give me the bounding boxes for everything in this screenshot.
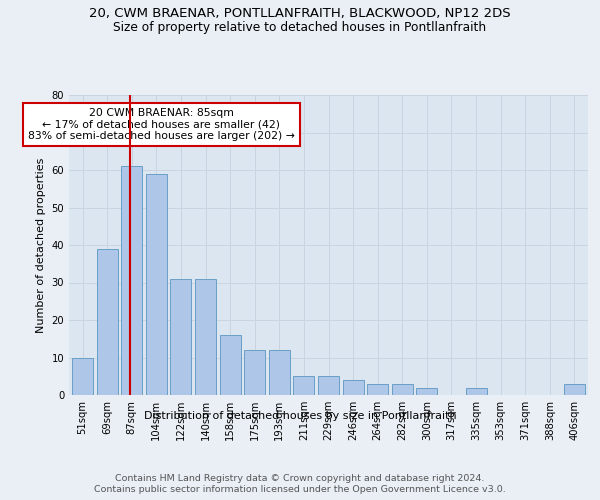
Bar [146, 174, 167, 395]
Bar [97, 249, 118, 395]
Bar [269, 350, 290, 395]
Y-axis label: Number of detached properties: Number of detached properties [36, 158, 46, 332]
Bar [392, 384, 413, 395]
Bar [293, 376, 314, 395]
Bar [220, 335, 241, 395]
Text: Contains public sector information licensed under the Open Government Licence v3: Contains public sector information licen… [94, 485, 506, 494]
Bar [416, 388, 437, 395]
Bar [367, 384, 388, 395]
Bar [121, 166, 142, 395]
Bar [466, 388, 487, 395]
Bar [72, 358, 93, 395]
Text: 20 CWM BRAENAR: 85sqm
← 17% of detached houses are smaller (42)
83% of semi-deta: 20 CWM BRAENAR: 85sqm ← 17% of detached … [28, 108, 295, 142]
Text: 20, CWM BRAENAR, PONTLLANFRAITH, BLACKWOOD, NP12 2DS: 20, CWM BRAENAR, PONTLLANFRAITH, BLACKWO… [89, 8, 511, 20]
Bar [170, 279, 191, 395]
Bar [343, 380, 364, 395]
Text: Size of property relative to detached houses in Pontllanfraith: Size of property relative to detached ho… [113, 21, 487, 34]
Text: Distribution of detached houses by size in Pontllanfraith: Distribution of detached houses by size … [143, 411, 457, 421]
Bar [244, 350, 265, 395]
Bar [195, 279, 216, 395]
Bar [564, 384, 585, 395]
Text: Contains HM Land Registry data © Crown copyright and database right 2024.: Contains HM Land Registry data © Crown c… [115, 474, 485, 483]
Bar [318, 376, 339, 395]
